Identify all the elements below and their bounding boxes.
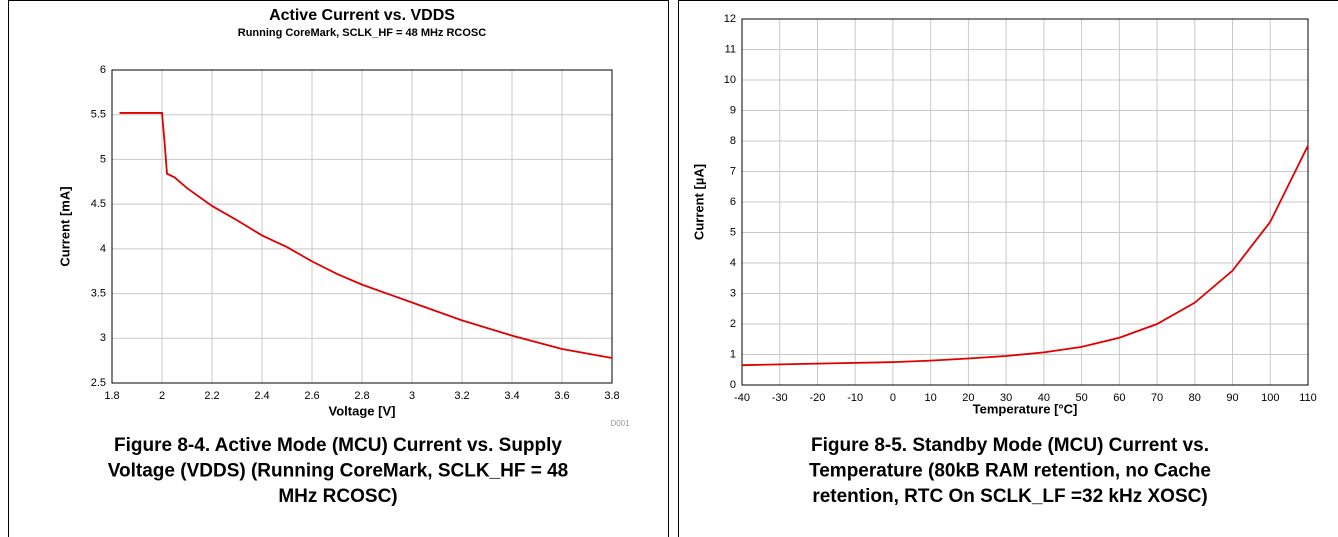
y-tick-label: 3.5 [91, 287, 106, 299]
y-tick-label: 5 [730, 226, 736, 238]
x-tick-label: -30 [772, 392, 788, 404]
y-tick-label: 4 [730, 257, 736, 269]
x-tick-label: 70 [1151, 392, 1163, 404]
chart-title: Active Current vs. VDDS [269, 7, 455, 24]
x-tick-label: 2 [159, 390, 165, 402]
y-axis-label: Current [mA] [57, 186, 72, 266]
x-tick-label: 60 [1113, 392, 1125, 404]
x-tick-label: 2.6 [304, 390, 319, 402]
figure-caption: Figure 8-5. Standby Mode (MCU) Current v… [811, 435, 1209, 456]
y-tick-label: 4.5 [91, 198, 106, 210]
figure-caption: Figure 8-4. Active Mode (MCU) Current vs… [114, 435, 562, 456]
x-tick-label: 1.8 [104, 390, 119, 402]
x-tick-label: -40 [734, 392, 750, 404]
x-tick-label: 3 [409, 390, 415, 402]
y-tick-label: 8 [730, 135, 736, 147]
y-tick-label: 7 [730, 165, 736, 177]
data-line [741, 145, 1309, 367]
chart-subtitle: Running CoreMark, SCLK_HF = 48 MHz RCOSC [238, 27, 487, 39]
y-tick-label: 6 [100, 64, 106, 76]
y-tick-label: 5 [100, 153, 106, 165]
x-tick-label: 30 [1000, 392, 1012, 404]
x-tick-label: 2.8 [354, 390, 369, 402]
y-tick-label: 2.5 [91, 377, 106, 389]
x-tick-label: 3.4 [504, 390, 519, 402]
figure-caption: retention, RTC On SCLK_LF =32 kHz XOSC) [812, 486, 1207, 507]
x-tick-label: 3.2 [454, 390, 469, 402]
figure-caption: Temperature (80kB RAM retention, no Cach… [809, 461, 1211, 482]
x-tick-label: 2.2 [204, 390, 219, 402]
x-tick-label: 100 [1261, 392, 1279, 404]
y-tick-label: 3 [100, 332, 106, 344]
x-tick-label: 3.8 [604, 390, 619, 402]
x-tick-label: -10 [847, 392, 863, 404]
y-tick-label: 6 [730, 196, 736, 208]
figure-caption: Voltage (VDDS) (Running CoreMark, SCLK_H… [108, 461, 568, 482]
plot-frame [111, 69, 613, 384]
x-axis-label: Temperature [°C] [973, 401, 1078, 416]
x-tick-label: 90 [1226, 392, 1238, 404]
y-tick-label: 12 [724, 13, 736, 25]
y-tick-label: 1 [730, 348, 736, 360]
x-tick-label: 80 [1189, 392, 1201, 404]
y-axis-label: Current [µA] [691, 164, 706, 240]
y-tick-label: 5.5 [91, 109, 106, 121]
data-line [119, 112, 613, 359]
plot-frame [741, 18, 1309, 386]
x-tick-label: 3.6 [554, 390, 569, 402]
x-tick-label: 10 [925, 392, 937, 404]
x-tick-label: 0 [890, 392, 896, 404]
y-tick-label: 11 [725, 43, 736, 55]
x-tick-label: -20 [810, 392, 826, 404]
x-tick-label: 20 [962, 392, 974, 404]
x-tick-label: 110 [1299, 392, 1317, 404]
y-tick-label: 4 [100, 243, 106, 255]
annotation: D001 [610, 419, 630, 428]
x-tick-label: 50 [1075, 392, 1087, 404]
x-tick-label: 40 [1038, 392, 1050, 404]
y-tick-label: 2 [730, 318, 736, 330]
figure-caption: MHz RCOSC) [278, 486, 397, 507]
y-tick-label: 10 [724, 74, 736, 86]
x-tick-label: 2.4 [254, 390, 269, 402]
x-axis-label: Voltage [V] [329, 403, 396, 418]
y-tick-label: 3 [730, 287, 736, 299]
y-tick-label: 0 [730, 379, 736, 391]
y-tick-label: 9 [730, 104, 736, 116]
